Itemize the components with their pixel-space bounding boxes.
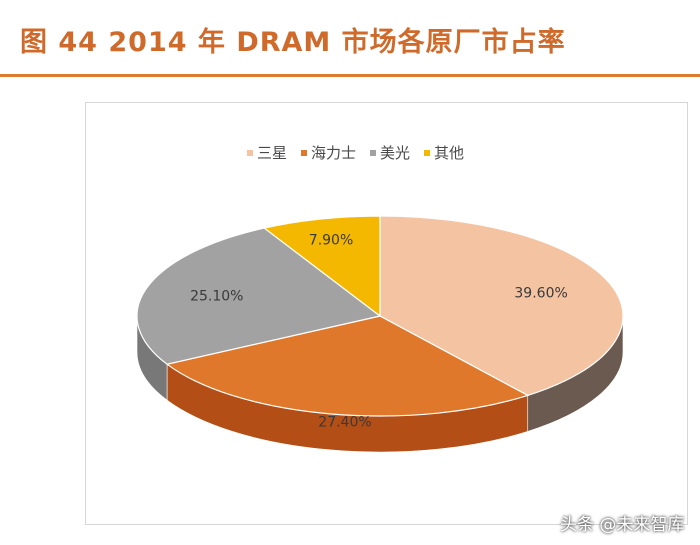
legend-swatch-samsung [247, 149, 253, 156]
legend-label-other: 其他 [434, 144, 465, 162]
title-divider [0, 74, 700, 77]
legend-label-samsung: 三星 [257, 144, 288, 162]
legend-item-micron: 美光 [370, 142, 410, 163]
legend-swatch-other [424, 149, 431, 156]
figure-title: 图 44 2014 年 DRAM 市场各原厂市占率 [20, 27, 566, 58]
chart-legend: 三星 海力士 美光 其他 [247, 142, 464, 163]
pie-slice-micron [136, 227, 382, 365]
legend-item-samsung: 三星 [247, 142, 287, 163]
legend-label-micron: 美光 [380, 144, 411, 162]
legend-swatch-micron [370, 149, 377, 156]
legend-item-hynix: 海力士 [301, 142, 356, 163]
pie-slice-samsung [379, 215, 624, 397]
legend-swatch-hynix [301, 149, 308, 156]
data-label-hynix: 27.40% [318, 415, 371, 431]
watermark: 头条 @未来智库 [560, 515, 685, 535]
pie-slice-hynix [165, 315, 530, 417]
data-label-samsung: 39.60% [514, 286, 567, 302]
pie-slice-other [262, 215, 381, 318]
data-label-other: 7.90% [309, 233, 353, 249]
data-label-micron: 25.10% [190, 288, 243, 304]
legend-item-other: 其他 [424, 142, 464, 163]
legend-label-hynix: 海力士 [311, 144, 357, 162]
